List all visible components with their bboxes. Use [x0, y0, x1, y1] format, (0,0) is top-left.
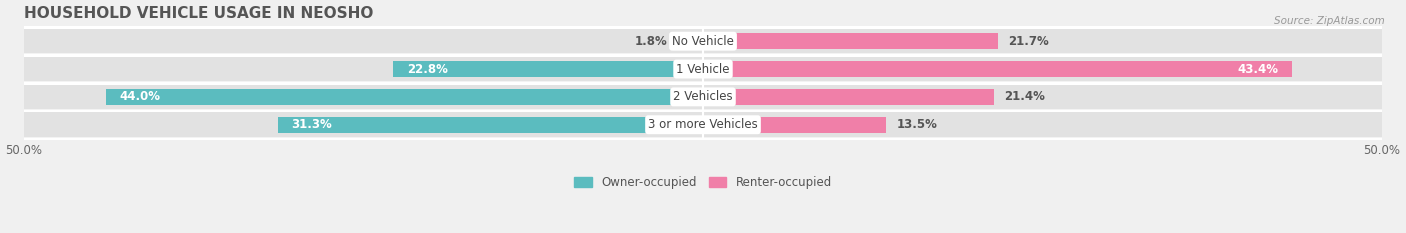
Text: 2 Vehicles: 2 Vehicles	[673, 90, 733, 103]
Bar	[24, 57, 1382, 81]
Bar	[703, 117, 886, 133]
Text: 43.4%: 43.4%	[1237, 62, 1278, 75]
Bar	[394, 61, 703, 77]
Bar	[24, 85, 1382, 109]
Bar	[24, 113, 1382, 137]
Text: No Vehicle: No Vehicle	[672, 35, 734, 48]
Text: 3 or more Vehicles: 3 or more Vehicles	[648, 118, 758, 131]
Text: 44.0%: 44.0%	[120, 90, 160, 103]
Text: 22.8%: 22.8%	[406, 62, 449, 75]
Legend: Owner-occupied, Renter-occupied: Owner-occupied, Renter-occupied	[569, 171, 837, 194]
Text: 21.7%: 21.7%	[1008, 35, 1049, 48]
Text: 21.4%: 21.4%	[1004, 90, 1045, 103]
Text: HOUSEHOLD VEHICLE USAGE IN NEOSHO: HOUSEHOLD VEHICLE USAGE IN NEOSHO	[24, 6, 374, 21]
Bar	[24, 29, 1382, 53]
Bar	[278, 117, 703, 133]
Text: 31.3%: 31.3%	[291, 118, 332, 131]
Bar	[703, 33, 998, 49]
Bar	[703, 89, 994, 105]
Bar	[703, 61, 1292, 77]
Text: Source: ZipAtlas.com: Source: ZipAtlas.com	[1274, 16, 1385, 26]
Text: 13.5%: 13.5%	[897, 118, 938, 131]
Text: 1 Vehicle: 1 Vehicle	[676, 62, 730, 75]
Bar	[105, 89, 703, 105]
Text: 1.8%: 1.8%	[636, 35, 668, 48]
Bar	[679, 33, 703, 49]
